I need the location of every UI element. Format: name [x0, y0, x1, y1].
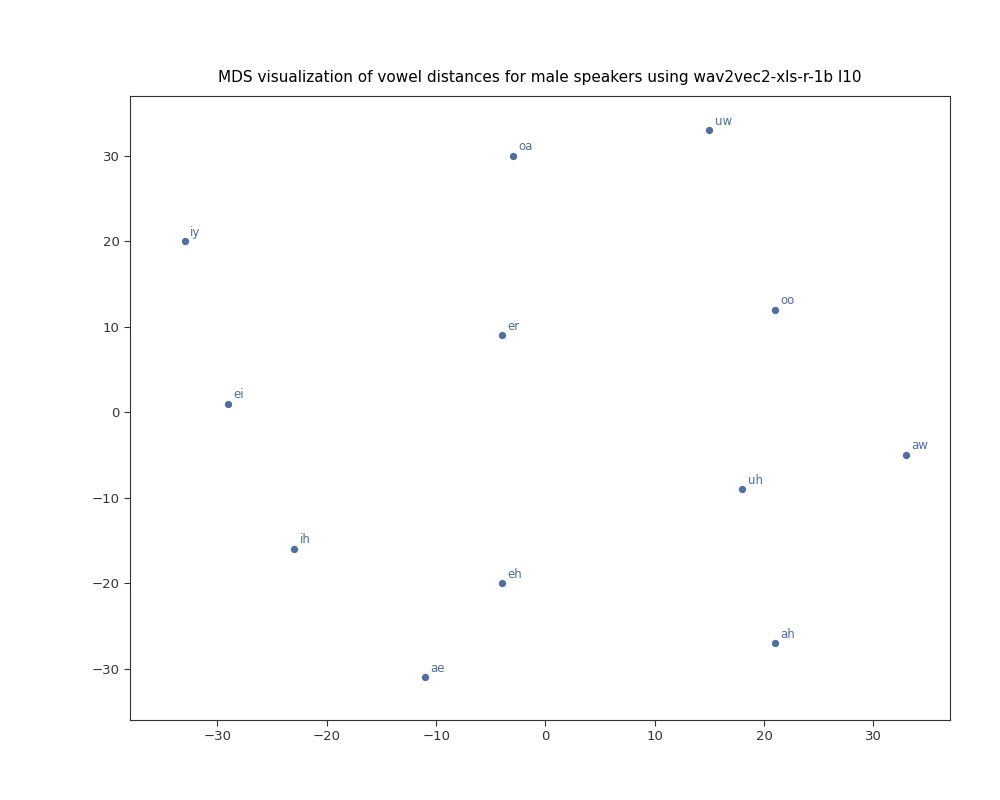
Text: ih: ih: [299, 534, 310, 546]
Point: [417, 671, 433, 684]
Point: [177, 235, 193, 248]
Point: [494, 577, 510, 590]
Text: oa: oa: [518, 140, 533, 154]
Text: oo: oo: [781, 294, 795, 307]
Title: MDS visualization of vowel distances for male speakers using wav2vec2-xls-r-1b l: MDS visualization of vowel distances for…: [218, 70, 862, 85]
Text: iy: iy: [190, 226, 201, 238]
Text: uw: uw: [715, 114, 732, 128]
Text: eh: eh: [507, 568, 522, 581]
Text: aw: aw: [912, 439, 929, 453]
Text: ae: ae: [431, 662, 445, 674]
Point: [767, 303, 783, 316]
Point: [701, 124, 717, 137]
Point: [220, 398, 236, 410]
Point: [286, 542, 302, 555]
Text: er: er: [507, 320, 519, 333]
Text: uh: uh: [748, 474, 763, 486]
Point: [767, 637, 783, 650]
Point: [734, 483, 750, 496]
Text: ei: ei: [234, 388, 244, 401]
Point: [505, 150, 521, 162]
Point: [494, 329, 510, 342]
Text: ah: ah: [781, 627, 795, 641]
Point: [898, 449, 914, 462]
